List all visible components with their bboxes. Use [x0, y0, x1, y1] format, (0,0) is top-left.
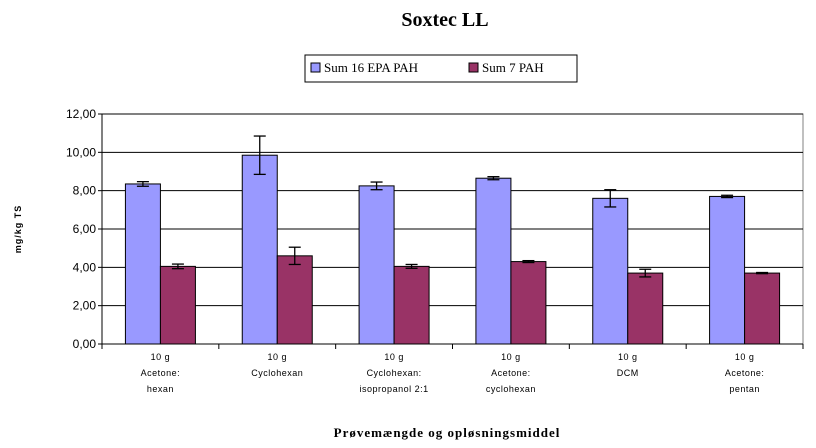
legend-label-sum-16: Sum 16 EPA PAH [324, 60, 418, 75]
bar [709, 195, 746, 345]
y-tick-label: 2,00 [73, 299, 97, 313]
bars [124, 135, 781, 345]
bar [744, 272, 781, 345]
x-tick-label: DCM [617, 368, 639, 378]
chart-title: Soxtec LL [401, 9, 488, 31]
x-tick-label: 10 g [384, 352, 404, 362]
bar [475, 177, 512, 345]
bar [627, 272, 664, 345]
legend-swatch-sum-7 [468, 62, 479, 73]
bar [592, 197, 629, 345]
x-tick-label: Cyclohexan: [367, 368, 422, 378]
x-axis-label: Prøvemængde og opløsningsmiddel [334, 425, 561, 440]
legend: Sum 16 EPA PAH Sum 7 PAH [304, 54, 578, 83]
y-tick-label: 12,00 [66, 107, 96, 121]
x-tick-label: Acetone: [141, 368, 181, 378]
bar [393, 265, 430, 345]
x-tick-label: 10 g [267, 352, 287, 362]
x-tick-label: Cyclohexan [251, 368, 303, 378]
bar [276, 255, 313, 345]
bar [124, 183, 161, 345]
x-tick-label: pentan [729, 384, 760, 394]
y-tick-label: 0,00 [73, 337, 97, 351]
legend-box [304, 54, 578, 83]
y-axis: 0,00 2,00 4,00 6,00 8,00 10,00 12,00 [66, 107, 103, 351]
x-tick-label: 10 g [618, 352, 638, 362]
legend-swatch-sum-16 [310, 62, 321, 73]
x-tick-label: 10 g [151, 352, 171, 362]
x-tick-label: 10 g [501, 352, 521, 362]
y-tick-label: 10,00 [66, 145, 96, 159]
x-tick-label: 10 g [735, 352, 755, 362]
y-axis-label: mg/kg TS [13, 205, 23, 254]
y-tick-label: 4,00 [73, 260, 97, 274]
x-tick-label: Acetone: [725, 368, 765, 378]
bar [358, 185, 395, 345]
y-tick-label: 8,00 [73, 184, 97, 198]
y-tick-label: 6,00 [73, 222, 97, 236]
x-tick-label: isopropanol 2:1 [360, 384, 429, 394]
bar [241, 154, 278, 345]
x-tick-label: hexan [147, 384, 174, 394]
legend-label-sum-7: Sum 7 PAH [482, 60, 544, 75]
x-tick-label: cyclohexan [486, 384, 536, 394]
x-tick-label: Acetone: [491, 368, 531, 378]
gridlines [102, 113, 803, 307]
x-axis: 10 g Acetone: hexan 10 g Cyclohexan 10 g Cyclo… [101, 343, 804, 394]
bar [159, 265, 196, 345]
bar [510, 261, 547, 345]
